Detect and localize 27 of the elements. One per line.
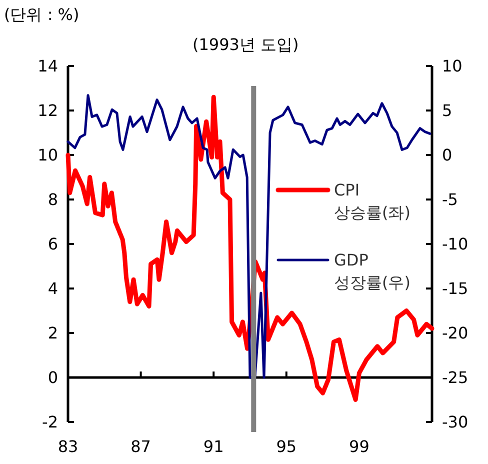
y2-tick-label: -10 [442,234,468,254]
y-tick-label: 6 [48,234,58,254]
y-tick-label: 8 [48,190,58,210]
y2-tick-label: 10 [442,56,462,76]
y-tick-label: 12 [38,101,58,120]
legend-label: CPI 상승률(좌) [334,180,410,222]
y-tick-label: 4 [48,279,58,298]
y2-tick-label: 0 [442,146,452,165]
y2-tick-label: -25 [442,368,468,388]
x-tick-label: 99 [349,437,370,456]
y-tick-label: 14 [38,56,58,76]
y-tick-label: -2 [42,412,58,432]
y2-tick-label: 5 [442,101,452,120]
y2-tick-label: -20 [442,324,468,343]
y-tick-label: 10 [38,146,58,165]
y2-tick-label: -30 [442,412,468,432]
text: (단위 : %) [4,5,80,24]
ref-line-label: (1993년 도입) [192,35,299,54]
x-tick-label: 91 [203,437,224,456]
x-tick-label: 87 [130,437,151,456]
y2-tick-label: -15 [442,279,468,298]
x-tick-label: 95 [276,437,297,456]
legend-label: GDP 성장률(우) [334,250,410,292]
x-tick-label: 83 [58,437,78,456]
y-tick-label: 2 [48,324,58,343]
y2-tick-label: -5 [442,190,458,210]
y-tick-label: 0 [48,368,58,388]
